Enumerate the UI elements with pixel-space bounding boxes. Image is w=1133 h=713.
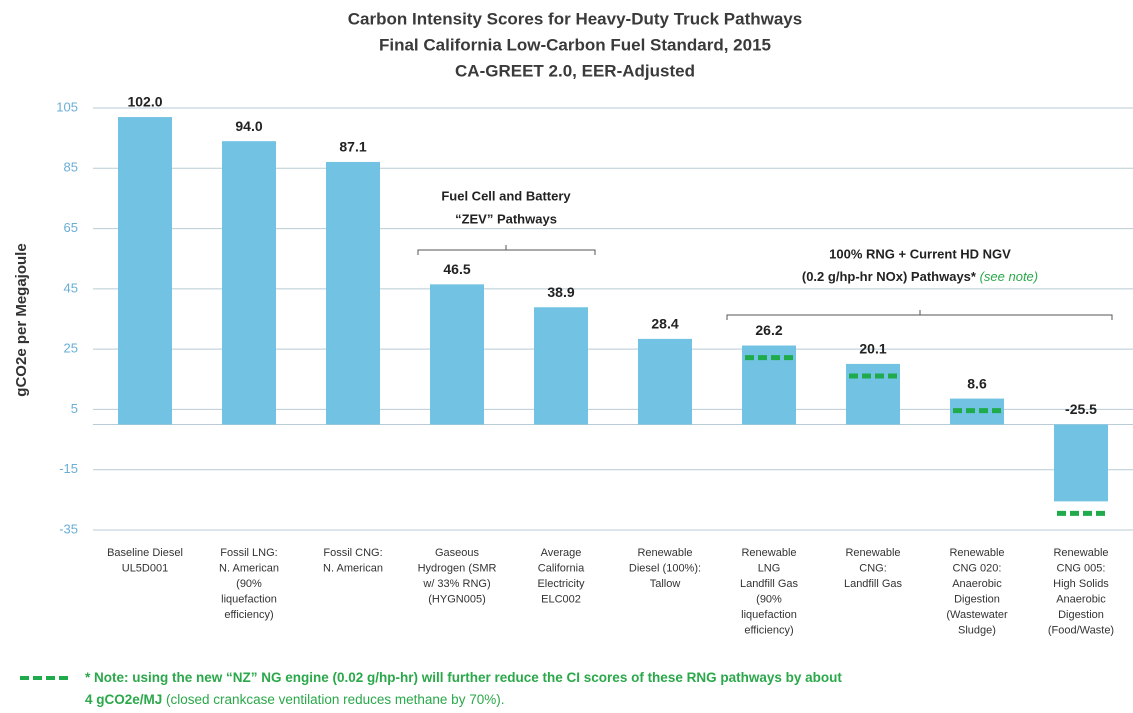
note-part: (closed crankcase ventilation reduces me…: [162, 692, 504, 707]
value-label: 28.4: [651, 316, 678, 332]
annotation-line: (0.2 g/hp-hr NOx) Pathways*: [802, 269, 977, 284]
bar: [534, 307, 588, 425]
bracket: [417, 245, 596, 255]
bar: [846, 363, 900, 425]
x-tick-label: Renewable CNG: Landfill Gas: [844, 547, 903, 590]
x-tick-label-line: UL5D001: [122, 562, 168, 574]
value-label: 102.0: [127, 94, 162, 110]
x-tick-label-line: Gaseous: [435, 547, 480, 559]
y-axis-label: gCO2e per Megajoule: [13, 243, 30, 396]
x-tick-label-line: w/ 33% RNG): [422, 578, 490, 590]
x-tick-label: Baseline Diesel UL5D001: [107, 547, 183, 575]
x-tick-label-line: Tallow: [650, 578, 681, 590]
value-label: 87.1: [339, 139, 366, 155]
bar: [430, 284, 484, 425]
x-tick-label-line: N. American: [323, 562, 383, 574]
note-part: using the new “NZ” NG engine (0.02 g/hp-…: [129, 670, 843, 685]
x-tick-label-line: CNG 020:: [953, 562, 1002, 574]
bar: [222, 141, 276, 425]
x-tick-label-line: Anaerobic: [952, 578, 1002, 590]
bar: [118, 117, 172, 425]
x-tick-label-line: Baseline Diesel: [107, 547, 183, 559]
x-tick-label-line: Fossil CNG:: [323, 547, 382, 559]
y-tick-label: 25: [64, 341, 78, 356]
y-tick-label: 65: [64, 220, 78, 235]
x-tick-label-line: (90%: [236, 578, 262, 590]
x-tick-label-line: Landfill Gas: [844, 578, 903, 590]
note: * Note: using the new “NZ” NG engine (0.…: [85, 670, 842, 685]
bar: [326, 161, 380, 425]
x-tick-label-line: Hydrogen (SMR: [418, 562, 497, 574]
annotation: “ZEV” Pathways: [455, 211, 557, 226]
annotation: (0.2 g/hp-hr NOx) Pathways* (see note): [802, 269, 1038, 284]
x-tick-label: Fossil CNG: N. American: [323, 547, 383, 575]
y-tick-label: 5: [71, 401, 78, 416]
x-tick-label: Renewable LNG Landfill Gas (90% liquefaction…: [740, 547, 799, 637]
x-tick-label: Renewable CNG 020: Anaerobic Digestion (Wast…: [946, 547, 1008, 637]
y-tick-label: 85: [64, 160, 78, 175]
annotation: 100% RNG + Current HD NGV: [829, 246, 1011, 261]
x-tick-label: Renewable CNG 005: High Solids Anaerobic Dig…: [1048, 547, 1114, 637]
value-label: -25.5: [1065, 401, 1097, 417]
x-tick-label-line: LNG: [758, 562, 781, 574]
x-tick-label: Average California Electricity ELC002: [537, 547, 585, 606]
bar: [1054, 424, 1108, 502]
x-tick-label-line: (Food/Waste): [1048, 624, 1114, 636]
x-tick-label-line: (HYGN005): [428, 593, 485, 605]
value-label: 94.0: [235, 118, 262, 134]
x-tick-label-line: Average: [541, 547, 582, 559]
bracket: [726, 310, 1113, 320]
note-part: 4 gCO2e/MJ: [85, 692, 162, 707]
y-tick-label: 105: [56, 99, 78, 114]
x-tick-label-line: liquefaction: [221, 593, 277, 605]
x-tick-label-line: Digestion: [1058, 609, 1104, 621]
x-tick-label-line: ELC002: [541, 593, 581, 605]
chart-subtitle: CA-GREET 2.0, EER-Adjusted: [455, 61, 695, 80]
value-label: 26.2: [755, 322, 782, 338]
value-label: 46.5: [443, 261, 470, 277]
x-tick-label-line: Renewable: [741, 547, 796, 559]
x-tick-label-line: efficiency): [744, 624, 793, 636]
x-tick-label-line: liquefaction: [741, 609, 797, 621]
x-tick-label-line: Anaerobic: [1056, 593, 1106, 605]
value-label: 20.1: [859, 341, 886, 357]
y-tick-label: -15: [59, 461, 78, 476]
x-tick-label-line: Digestion: [954, 593, 1000, 605]
note-part: * Note:: [85, 670, 129, 685]
value-label: 38.9: [547, 284, 574, 300]
x-tick-label-line: Renewable: [845, 547, 900, 559]
x-tick-label-line: CNG:: [859, 562, 887, 574]
x-tick-label: Gaseous Hydrogen (SMR w/ 33% RNG) (HYGN005): [418, 547, 497, 606]
x-tick-label-line: N. American: [219, 562, 279, 574]
x-tick-label-line: Renewable: [637, 547, 692, 559]
x-tick-label-line: Renewable: [1053, 547, 1108, 559]
bar: [638, 338, 692, 425]
x-tick-label-line: Landfill Gas: [740, 578, 799, 590]
y-tick-label: -35: [59, 521, 78, 536]
x-tick-label-line: Sludge): [958, 624, 996, 636]
chart-title: Carbon Intensity Scores for Heavy-Duty T…: [348, 9, 802, 28]
x-tick-label-line: Renewable: [949, 547, 1004, 559]
value-label: 8.6: [967, 375, 987, 391]
x-tick-label-line: High Solids: [1053, 578, 1109, 590]
x-tick-label: Fossil LNG: N. American (90% liquefaction ef…: [219, 547, 279, 621]
chart-subtitle: Final California Low-Carbon Fuel Standar…: [379, 35, 771, 54]
x-tick-label-line: California: [538, 562, 585, 574]
x-tick-label-line: Fossil LNG:: [220, 547, 277, 559]
x-tick-label-line: CNG 005:: [1057, 562, 1106, 574]
annotation: Fuel Cell and Battery: [441, 188, 571, 203]
annotation-note: (see note): [976, 269, 1038, 284]
x-tick-label-line: Electricity: [537, 578, 585, 590]
y-tick-label: 45: [64, 280, 78, 295]
x-tick-label: Renewable Diesel (100%): Tallow: [629, 547, 701, 590]
note: 4 gCO2e/MJ (closed crankcase ventilation…: [85, 692, 504, 707]
x-tick-label-line: (Wastewater: [946, 609, 1008, 621]
x-tick-label-line: (90%: [756, 593, 782, 605]
x-tick-label-line: efficiency): [224, 609, 273, 621]
x-tick-label-line: Diesel (100%):: [629, 562, 701, 574]
